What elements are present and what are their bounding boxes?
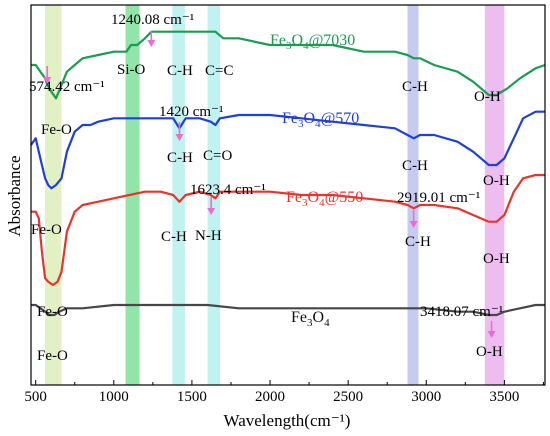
series-line-2 bbox=[31, 173, 545, 287]
label-feo-7030: Fe-O bbox=[41, 122, 72, 138]
series-label-570-o: O bbox=[304, 110, 316, 127]
label-co-570: C=O bbox=[203, 148, 232, 164]
label-nh-550: N-H bbox=[195, 228, 222, 244]
series-label-550-fe: Fe bbox=[286, 189, 302, 206]
series-label-bare-sub4: 4 bbox=[324, 317, 330, 329]
highlight-bands bbox=[45, 5, 505, 385]
band-3 bbox=[207, 5, 221, 385]
spectrum-curves bbox=[30, 30, 546, 317]
band-4 bbox=[407, 5, 419, 385]
x-tick-label-3000: 3000 bbox=[411, 389, 441, 405]
series-label-550-sub4: 4 bbox=[319, 197, 325, 209]
label-oh-570: O-H bbox=[483, 173, 510, 189]
series-label-7030: Fe3O4@7030 bbox=[270, 32, 355, 52]
x-axis-ticks: 500 1000 1500 2000 2500 3000 3500 bbox=[24, 380, 544, 405]
series-label-570: Fe3O4@570 bbox=[282, 110, 359, 130]
label-ch-7030: C-H bbox=[167, 63, 193, 79]
series-label-bare-sub3: 3 bbox=[307, 317, 313, 329]
series-label-7030-tail: @7030 bbox=[309, 32, 356, 49]
label-ch-550-right: C-H bbox=[405, 234, 431, 250]
band-2 bbox=[172, 5, 185, 385]
annotation-2919: 2919.01 cm⁻¹ bbox=[397, 190, 480, 206]
x-tick-label-2000: 2000 bbox=[255, 389, 285, 405]
series-line-0 bbox=[31, 30, 546, 100]
label-ch-7030-right: C-H bbox=[402, 79, 428, 95]
series-label-7030-sub4: 4 bbox=[303, 40, 309, 52]
label-oh-bare: O-H bbox=[476, 344, 503, 360]
x-tick-label-3500: 3500 bbox=[489, 389, 519, 405]
band-5 bbox=[484, 5, 505, 385]
series-label-7030-sub3: 3 bbox=[286, 40, 292, 52]
series-label-550-tail: @550 bbox=[325, 189, 364, 206]
x-tick-label-500: 500 bbox=[24, 389, 47, 405]
label-feo-570: Fe-O bbox=[31, 222, 62, 238]
series-label-570-tail: @570 bbox=[321, 110, 360, 127]
label-oh-7030: O-H bbox=[474, 89, 501, 105]
label-ch-550: C-H bbox=[161, 229, 187, 245]
peak-arrows bbox=[43, 31, 496, 338]
peak-arrow-head bbox=[175, 134, 184, 141]
series-label-570-fe: Fe bbox=[282, 110, 298, 127]
series-line-3 bbox=[31, 303, 545, 317]
peak-arrow-head bbox=[409, 221, 418, 228]
x-tick-label-1000: 1000 bbox=[99, 389, 129, 405]
series-label-7030-o: O bbox=[292, 32, 304, 49]
annotation-1240: 1240.08 cm⁻¹ bbox=[111, 12, 194, 28]
series-label-bare-o: O bbox=[313, 309, 325, 326]
series-label-550-o: O bbox=[308, 189, 320, 206]
plot-frame bbox=[30, 4, 546, 386]
peak-arrow-head bbox=[487, 331, 496, 338]
annotation-3418: 3418.07 cm⁻¹ bbox=[420, 304, 503, 320]
y-axis-label: Absorbance bbox=[5, 155, 24, 236]
series-label-550: Fe3O4@550 bbox=[286, 189, 363, 209]
label-cc-7030: C=C bbox=[205, 63, 233, 79]
series-label-bare: Fe3O4 bbox=[291, 309, 330, 329]
series-label-7030-fe: Fe bbox=[270, 32, 286, 49]
peak-arrow-head bbox=[207, 208, 216, 215]
annotation-574: 574.42 cm⁻¹ bbox=[29, 79, 105, 95]
annotation-1420: 1420 cm⁻¹ bbox=[159, 104, 224, 120]
series-line-1 bbox=[30, 110, 545, 190]
series-label-bare-fe: Fe bbox=[291, 309, 307, 326]
label-ch-570-right: C-H bbox=[402, 158, 428, 174]
series-label-570-sub3: 3 bbox=[298, 118, 304, 130]
peak-arrow-head bbox=[147, 40, 156, 47]
annotation-1623: 1623.4 cm⁻¹ bbox=[190, 182, 266, 198]
label-feo-bare: Fe-O bbox=[37, 348, 68, 364]
peak-arrow-head bbox=[43, 77, 52, 84]
label-ch-570: C-H bbox=[167, 150, 193, 166]
band-0 bbox=[45, 5, 62, 385]
series-label-550-sub3: 3 bbox=[302, 197, 308, 209]
series-label-570-sub4: 4 bbox=[315, 118, 321, 130]
label-si-o: Si-O bbox=[117, 62, 146, 78]
label-feo-550: Fe-O bbox=[37, 304, 68, 320]
label-oh-550: O-H bbox=[483, 251, 510, 267]
x-tick-label-1500: 1500 bbox=[177, 389, 207, 405]
x-tick-label-2500: 2500 bbox=[333, 389, 363, 405]
x-axis-label: Wavelength(cm⁻¹) bbox=[224, 411, 351, 430]
